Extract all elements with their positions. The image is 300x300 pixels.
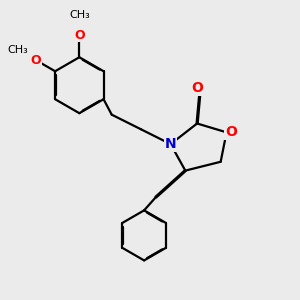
Text: CH₃: CH₃: [69, 10, 90, 20]
Text: CH₃: CH₃: [8, 45, 29, 55]
Text: O: O: [191, 81, 203, 95]
Text: O: O: [31, 54, 41, 67]
Text: O: O: [225, 125, 237, 139]
Text: N: N: [165, 137, 176, 151]
Text: O: O: [74, 29, 85, 42]
